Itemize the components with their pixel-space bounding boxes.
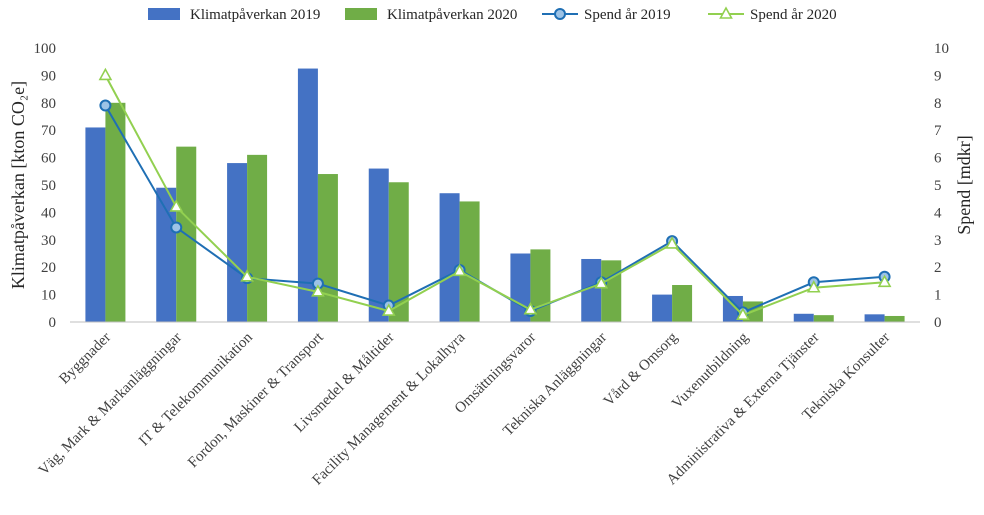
legend-label: Spend år 2020 (750, 7, 837, 23)
point-spend-2020 (169, 199, 184, 212)
y-tick-label: 70 (41, 123, 56, 139)
legend-label: Spend år 2019 (584, 7, 671, 23)
bar-2020 (247, 154, 268, 322)
y2-tick-label: 6 (934, 151, 942, 167)
y2-tick-label: 5 (934, 178, 942, 194)
bar-2020 (388, 182, 409, 322)
point-spend-2020 (877, 274, 892, 288)
point-spend-2020 (806, 280, 821, 293)
category-label: Administrativa & Externa Tjänster (664, 330, 823, 489)
y-tick-label: 60 (41, 151, 56, 167)
y-tick-label: 20 (41, 260, 56, 276)
legend-swatch (148, 8, 180, 20)
bar-2020 (884, 315, 905, 322)
category-label: Facility Management & Lokalhyra (310, 329, 469, 488)
bar-2019 (439, 193, 460, 322)
y-tick-label: 100 (34, 41, 57, 57)
category-label: IT & Telekommunikation (136, 329, 256, 449)
y-axis-ticks: 0 10 20 30 40 50 60 70 80 90 100 (34, 41, 57, 331)
bar-2019 (864, 314, 885, 322)
point-spend-2020 (98, 67, 113, 81)
point-spend-2020 (311, 284, 325, 297)
bar-2020 (601, 260, 622, 322)
y2-tick-label: 3 (934, 233, 942, 249)
legend-marker (719, 6, 733, 19)
line-spend-2019 (104, 105, 885, 314)
y2-tick-label: 10 (934, 41, 949, 57)
point-spend-2019 (170, 221, 183, 234)
bar-2020 (105, 102, 126, 322)
y2-tick-label: 1 (934, 288, 942, 304)
y2-tick-label: 7 (934, 123, 942, 139)
point-spend-2020 (665, 236, 679, 249)
point-spend-2020 (452, 263, 467, 277)
point-spend-2020 (736, 307, 750, 320)
y-tick-label: 50 (41, 178, 56, 194)
bar-2019 (581, 258, 602, 322)
point-spend-2019 (99, 99, 112, 112)
legend-label: Klimatpåverkan 2020 (387, 7, 517, 23)
y2-tick-label: 8 (934, 96, 942, 112)
bar-2020 (672, 285, 693, 322)
y-tick-label: 0 (49, 315, 57, 331)
bar-2019 (227, 163, 248, 322)
category-label: Vuxenutbildning (669, 329, 752, 412)
point-spend-2020 (523, 302, 538, 315)
y2-tick-label: 2 (934, 260, 942, 276)
y2-tick-label: 4 (934, 205, 942, 221)
y-tick-label: 30 (41, 233, 56, 249)
legend-label: Klimatpåverkan 2019 (190, 7, 320, 23)
bar-2020 (813, 315, 834, 322)
y-tick-label: 80 (41, 96, 56, 112)
category-label: Fordon, Maskiner & Transport (185, 329, 327, 471)
bar-2019 (368, 168, 389, 322)
legend-swatch (345, 8, 377, 20)
y2-axis-title: Spend [mdkr] (954, 135, 974, 234)
category-label: Vård & Omsorg (601, 329, 681, 409)
point-spend-2020 (381, 303, 396, 316)
category-label: Väg, Mark & Markanläggningar (36, 330, 185, 479)
y2-tick-label: 0 (934, 315, 942, 331)
category-label: Byggnader (56, 330, 114, 388)
line-spend-2020 (104, 74, 885, 317)
legend-marker (554, 8, 566, 20)
bar-2019 (793, 313, 814, 322)
legend: Klimatpåverkan 2019 Klimatpåverkan 2020 Sp… (148, 6, 837, 23)
bars (85, 68, 905, 323)
y-tick-label: 40 (41, 205, 56, 221)
bar-2020 (459, 201, 480, 322)
bar-2019 (652, 294, 673, 322)
y-tick-label: 90 (41, 68, 56, 84)
bar-2020 (317, 174, 338, 322)
bar-2019 (297, 68, 318, 322)
y2-axis-ticks: 0 1 2 3 4 5 6 7 8 9 10 (934, 41, 949, 331)
bar-2019 (85, 127, 106, 323)
y-axis-title: Klimatpåverkan [kton CO₂e] (8, 81, 28, 289)
y-tick-label: 10 (41, 288, 56, 304)
y2-tick-label: 9 (934, 68, 942, 84)
bar-2019 (510, 253, 531, 322)
point-spend-2020 (594, 275, 609, 289)
lines (98, 67, 892, 320)
point-spend-2020 (240, 269, 254, 282)
bar-2019 (156, 187, 177, 322)
